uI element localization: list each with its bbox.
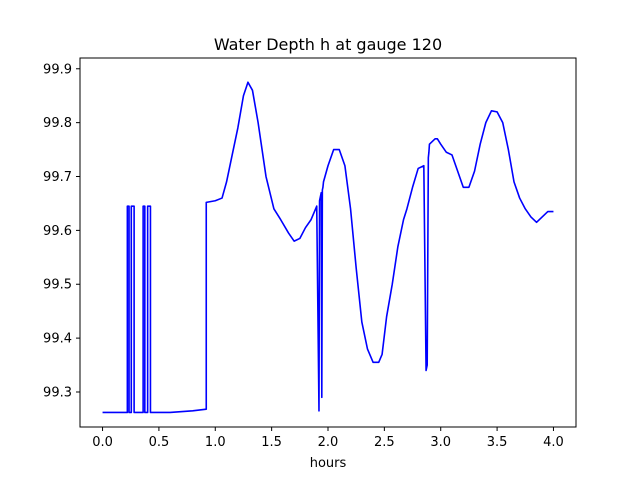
y-tick-label: 99.5 [43, 278, 72, 293]
y-tick-label: 99.6 [43, 224, 72, 239]
x-tick-label: 1.5 [261, 435, 282, 450]
chart-title: Water Depth h at gauge 120 [214, 35, 442, 54]
y-tick-label: 99.9 [43, 62, 72, 77]
x-tick-label: 3.0 [430, 435, 451, 450]
plot-area [102, 81, 554, 414]
axes-frame [79, 57, 577, 428]
x-tick-label: 0.0 [92, 435, 113, 450]
y-tick-label: 99.8 [43, 116, 72, 131]
x-tick-label: 0.5 [149, 435, 170, 450]
x-tick-label: 1.0 [205, 435, 226, 450]
x-tick-label: 3.5 [487, 435, 508, 450]
series-line [102, 81, 554, 414]
y-tick-label: 99.3 [43, 385, 72, 400]
x-axis-title: hours [310, 456, 347, 471]
x-tick-label: 2.5 [374, 435, 395, 450]
x-tick-label: 2.0 [318, 435, 339, 450]
y-tick-label: 99.4 [43, 332, 72, 347]
axis-ticks: 0.0 0.5 1.0 1.5 2.0 2.5 3.0 3.5 4.0 99.3 99.4 99.5 9… [43, 62, 564, 450]
x-tick-label: 4.0 [543, 435, 564, 450]
y-tick-label: 99.7 [43, 170, 72, 185]
